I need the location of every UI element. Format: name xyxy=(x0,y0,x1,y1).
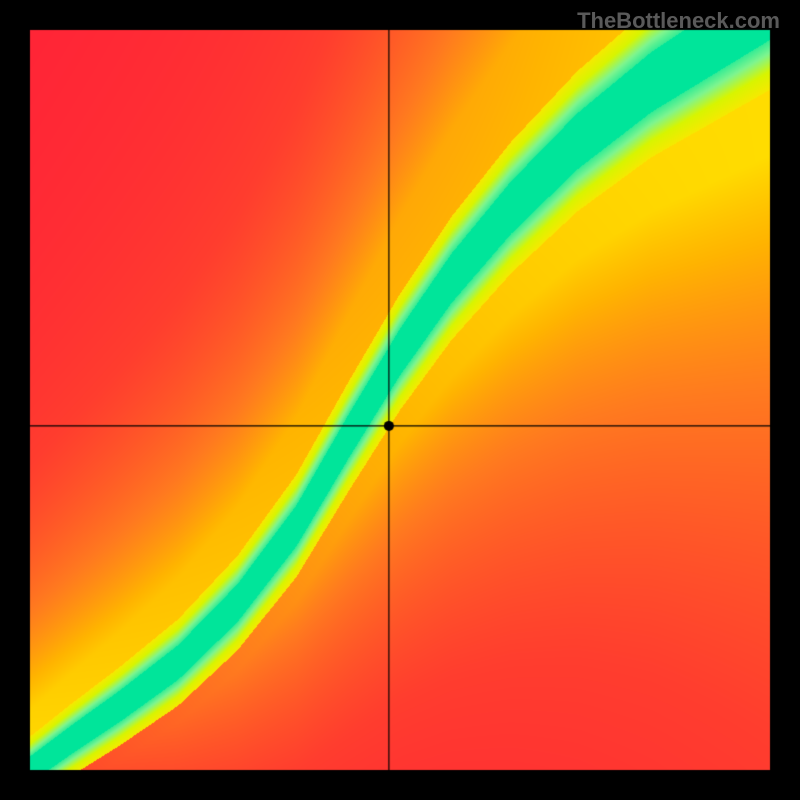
chart-container: TheBottleneck.com xyxy=(0,0,800,800)
heatmap-canvas xyxy=(0,0,800,800)
watermark-text: TheBottleneck.com xyxy=(577,8,780,34)
